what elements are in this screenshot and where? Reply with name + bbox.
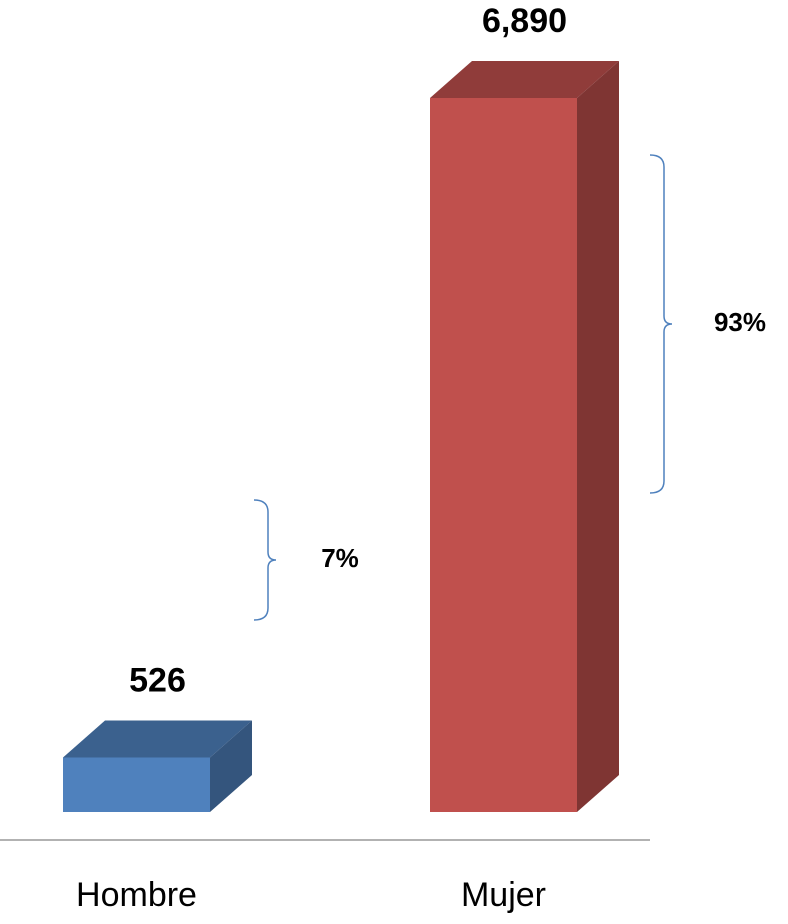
- brace: [253, 499, 277, 621]
- bar: [63, 757, 210, 812]
- annotation: 7%: [321, 543, 359, 573]
- x-tick-label: Hombre: [76, 876, 197, 914]
- bar-top: [63, 720, 252, 758]
- value-label: 526: [129, 661, 186, 699]
- annotation: 93%: [714, 307, 766, 337]
- bar-side: [210, 720, 252, 812]
- value-label: 6,890: [482, 2, 567, 40]
- brace: [649, 154, 673, 494]
- bar-side: [577, 61, 619, 812]
- bar-top: [430, 61, 619, 98]
- x-tick-label: Mujer: [461, 876, 546, 914]
- bar: [430, 98, 577, 812]
